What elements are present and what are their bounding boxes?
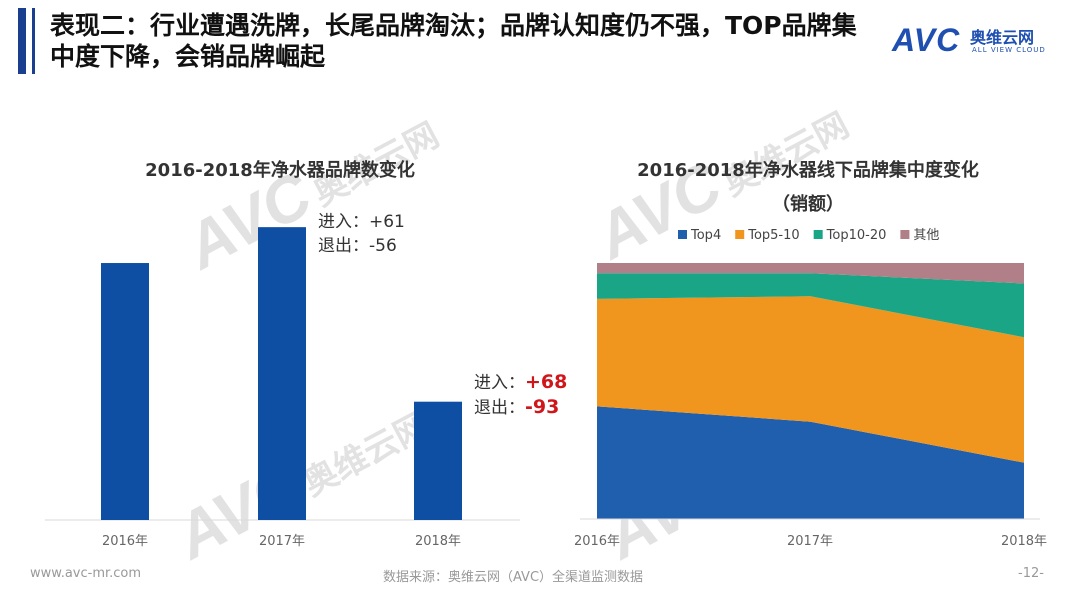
footer-website: www.avc-mr.com [30, 566, 142, 581]
annotation-2017: 进入：+61 退出：-56 [318, 210, 405, 258]
footer-source: 数据来源：奥维云网（AVC）全渠道监测数据 [383, 570, 644, 585]
legend-label-Top5-10: Top5-10 [747, 228, 799, 243]
x-tick-label: 2016年 [102, 534, 148, 549]
exit-value: -93 [525, 396, 560, 418]
legend-swatch-Top4 [678, 230, 687, 239]
x-tick-label: 2016年 [574, 534, 620, 549]
legend-label-其他: 其他 [913, 228, 939, 243]
area-Top5-10 [597, 296, 1024, 463]
title-accent-line [32, 8, 35, 74]
legend-swatch-Top10-20 [813, 230, 823, 239]
bar-2018年 [414, 401, 462, 520]
enter-value: +61 [369, 212, 405, 232]
enter-value: +68 [525, 371, 568, 393]
exit-label: 退出： [474, 398, 525, 418]
legend-label-Top4: Top4 [690, 228, 721, 243]
area-chart-title: 2016-2018年净水器线下品牌集中度变化 [637, 160, 979, 181]
x-tick-label: 2018年 [1001, 534, 1047, 549]
exit-label: 退出： [318, 236, 369, 256]
bar-chart: 2016年 2017年 2018年 [45, 227, 520, 549]
x-tick-label: 2017年 [259, 534, 305, 549]
bar-chart-title: 2016-2018年净水器品牌数变化 [145, 160, 415, 181]
bar-2016年 [101, 263, 149, 520]
logo-wordmark: AVC [892, 22, 961, 58]
logo-english: ALL VIEW CLOUD [972, 46, 1046, 54]
area-chart: 2016年 2017年 2018年 Top4 Top5-10 Top10-20 其他 [574, 228, 1047, 549]
enter-label: 进入： [318, 212, 369, 232]
x-tick-label: 2018年 [415, 534, 461, 549]
legend-label-Top10-20: Top10-20 [826, 228, 887, 243]
annotation-2018: 进入：+68 退出：-93 [474, 370, 567, 420]
avc-logo: AVC 奥维云网 ALL VIEW CLOUD [892, 22, 1062, 62]
area-chart-subtitle: （销额） [772, 194, 844, 215]
page-title: 表现二：行业遭遇洗牌，长尾品牌淘汰；品牌认知度仍不强，TOP品牌集中度下降，会销… [50, 11, 857, 71]
x-tick-label: 2017年 [787, 534, 833, 549]
page-number: -12- [1018, 566, 1044, 581]
area-Top10-20 [597, 273, 1024, 338]
bar-2017年 [258, 227, 306, 520]
area-其他 [597, 263, 1024, 284]
title-accent-bar [18, 8, 26, 74]
legend-swatch-其他 [900, 230, 910, 239]
enter-label: 进入： [474, 373, 525, 393]
logo-chinese: 奥维云网 [970, 28, 1035, 47]
area-Top4 [597, 406, 1024, 519]
legend-swatch-Top5-10 [735, 230, 745, 239]
exit-value: -56 [369, 236, 397, 256]
